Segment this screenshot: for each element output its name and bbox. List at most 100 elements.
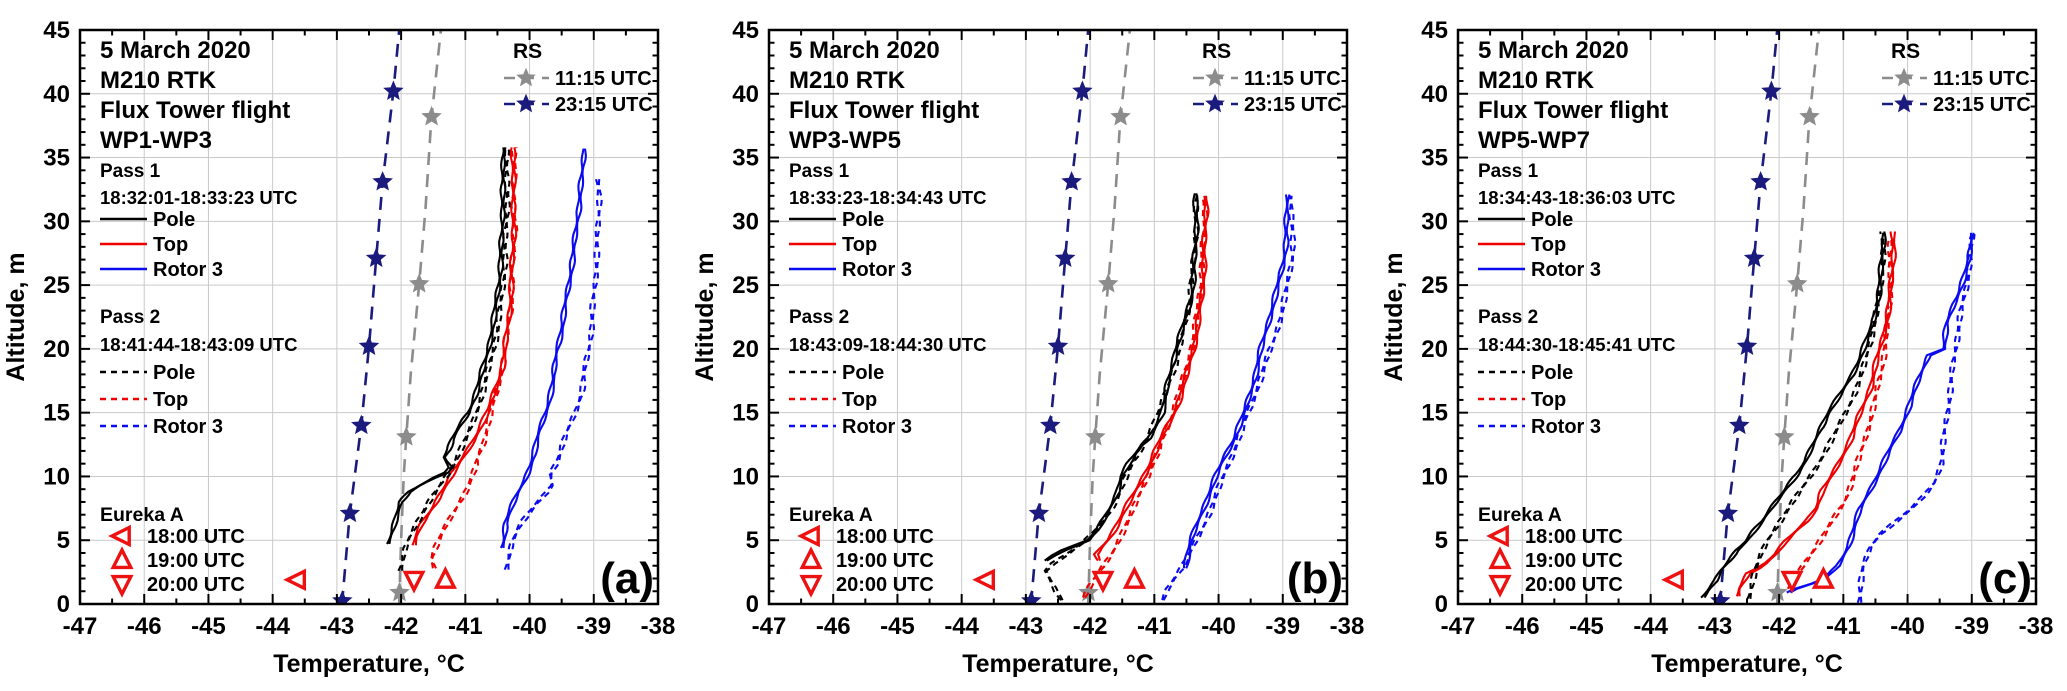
rs-star-marker <box>1761 80 1782 100</box>
eureka-title: Eureka A <box>789 504 873 526</box>
panel-title-line: Flux Tower flight <box>789 97 979 124</box>
pass1-label: Pass 1 <box>1478 161 1539 182</box>
series-top-pass2 <box>1081 195 1206 598</box>
x-tick-label: -38 <box>1330 613 1365 640</box>
x-tick-label: -45 <box>191 613 226 640</box>
legend-entry-label: Pole <box>842 209 884 231</box>
eureka-legend-marker <box>1488 574 1512 598</box>
rs-legend-label: 11:15 UTC <box>1244 68 1341 90</box>
series-rotor-3-pass2 <box>507 175 603 570</box>
legend-entry-label: Rotor 3 <box>842 416 912 438</box>
x-tick-label: -41 <box>1137 613 1172 640</box>
eureka-legend-marker <box>799 546 823 570</box>
chart-c: -47 -46 -45 -44 -43 -42 -41 -40 -39 -38 0 5 10 15 20 25… <box>1378 0 2067 691</box>
grid <box>80 30 658 604</box>
rs-title: RS <box>1891 40 1920 63</box>
series-rotor-3-pass2 <box>503 175 600 570</box>
y-tick-label: 0 <box>57 591 70 618</box>
y-tick-label: 0 <box>1435 591 1448 618</box>
x-tick-label: -40 <box>1890 613 1925 640</box>
legend-entry-label: Top <box>153 389 188 411</box>
series-pole-pass2 <box>397 147 508 572</box>
eureka-marker <box>1122 566 1146 589</box>
x-tick-label: -43 <box>1009 613 1044 640</box>
series-top-pass1 <box>1738 231 1897 597</box>
panel-a: -47 -46 -45 -44 -43 -42 -41 -40 -39 -38 0 5 10 15 20 25… <box>0 0 689 691</box>
rs-star-marker <box>1040 414 1061 435</box>
y-tick-label: 5 <box>57 527 70 554</box>
rs-star-marker <box>421 105 442 126</box>
x-tick-label: -46 <box>127 613 162 640</box>
eureka-legend-label: 19:00 UTC <box>147 550 245 572</box>
legend-entry-label: Rotor 3 <box>153 416 223 438</box>
y-tick-label: 35 <box>1421 145 1448 172</box>
legend-entry-label: Top <box>842 234 877 256</box>
axis-ticks <box>768 29 1348 605</box>
legend-entry-label: Pole <box>153 362 195 384</box>
series-rotor-3-pass2 <box>1161 195 1294 601</box>
panel-title-line: M210 RTK <box>789 67 906 94</box>
series-rotor-3-pass1 <box>1185 194 1291 569</box>
series-top-pass2 <box>429 147 516 569</box>
series-top-pass1 <box>1096 195 1210 561</box>
eureka-legend-marker <box>1488 546 1512 570</box>
eureka-legend-marker <box>110 574 134 598</box>
eureka-legend-label: 19:00 UTC <box>836 550 934 572</box>
legend-entry-label: Pole <box>153 209 195 231</box>
rs-star-marker <box>1729 414 1750 435</box>
rs-star-marker <box>358 335 380 356</box>
legend-entry-label: Top <box>1531 234 1566 256</box>
y-axis-label: Altitude, m <box>1380 252 1408 381</box>
rs-star-marker <box>1097 272 1119 293</box>
eureka-legend-label: 20:00 UTC <box>836 574 934 596</box>
rs-legend-star <box>516 93 536 113</box>
x-tick-label: -42 <box>384 613 419 640</box>
rs-star-marker <box>365 247 387 268</box>
rs-star-marker <box>389 581 410 602</box>
grid <box>1458 30 2036 604</box>
x-axis-label: Temperature, °C <box>273 650 465 678</box>
y-axis-label: Altitude, m <box>2 252 30 381</box>
pass2-label: Pass 2 <box>100 307 160 328</box>
series-top-pass2 <box>1790 236 1895 589</box>
y-tick-label: 30 <box>43 208 70 235</box>
pass1-time: 18:34:43-18:36:03 UTC <box>1478 187 1675 208</box>
y-tick-label: 30 <box>1421 208 1448 235</box>
pass2-time: 18:44:30-18:45:41 UTC <box>1478 334 1675 355</box>
eureka-legend-label: 20:00 UTC <box>1525 574 1623 596</box>
panel-title-line: 5 March 2020 <box>789 37 940 64</box>
x-tick-label: -44 <box>255 613 290 640</box>
panel-letter: (a) <box>600 554 654 603</box>
rs-star-marker <box>408 272 430 293</box>
y-tick-label: 5 <box>1435 527 1448 554</box>
data-region <box>1021 30 1297 604</box>
rs-star-marker <box>1085 426 1106 446</box>
legend-entry-label: Top <box>1531 389 1566 411</box>
y-tick-label: 10 <box>732 463 759 490</box>
series-rotor-3-pass1 <box>502 148 587 548</box>
series-rotor-3-pass2 <box>1859 234 1976 603</box>
axis-ticks <box>79 29 659 605</box>
rs-legend-star <box>516 67 536 87</box>
eureka-marker <box>283 568 306 592</box>
panel-title-line: Flux Tower flight <box>100 97 290 124</box>
x-tick-label: -43 <box>1698 613 1733 640</box>
x-tick-label: -45 <box>1569 613 1604 640</box>
series-pole-pass2 <box>1749 231 1887 599</box>
eureka-legend-marker <box>108 524 131 548</box>
y-tick-label: 40 <box>1421 81 1448 108</box>
series-pole-pass1 <box>388 147 507 545</box>
series-pole-pass1 <box>1703 232 1887 599</box>
x-tick-label: -40 <box>512 613 547 640</box>
pass2-label: Pass 2 <box>789 307 849 328</box>
series-rotor-3-pass2 <box>1162 195 1297 601</box>
pass2-label: Pass 2 <box>1478 307 1538 328</box>
data-region <box>332 30 603 604</box>
series-pole-pass2 <box>401 147 511 571</box>
eureka-legend-label: 18:00 UTC <box>836 526 934 548</box>
rs-line-0 <box>1775 30 1821 604</box>
rs-star-marker <box>1786 272 1808 293</box>
x-tick-label: -47 <box>752 613 787 640</box>
x-axis-label: Temperature, °C <box>962 650 1154 678</box>
y-axis-label: Altitude, m <box>691 252 719 381</box>
